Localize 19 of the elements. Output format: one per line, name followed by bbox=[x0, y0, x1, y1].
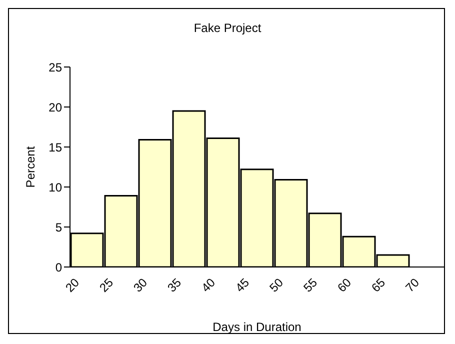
y-axis-title: Percent bbox=[23, 146, 38, 188]
x-tick-label: 50 bbox=[266, 275, 286, 295]
x-tick-label: 60 bbox=[334, 275, 354, 295]
x-tick-label: 30 bbox=[130, 275, 150, 295]
y-tick-label: 15 bbox=[48, 140, 62, 154]
x-tick-label: 40 bbox=[198, 275, 218, 295]
y-tick-label: 10 bbox=[48, 180, 62, 194]
x-tick-label: 65 bbox=[368, 275, 388, 295]
y-tick-label: 5 bbox=[55, 220, 62, 234]
x-tick-label: 25 bbox=[96, 275, 116, 295]
x-axis-title: Days in Duration bbox=[212, 320, 302, 334]
x-tick-label: 45 bbox=[232, 275, 252, 295]
x-tick-label: 55 bbox=[300, 275, 320, 295]
x-tick-label: 35 bbox=[164, 275, 184, 295]
chart-title: Fake Project bbox=[192, 21, 262, 35]
y-tick-label: 25 bbox=[48, 60, 62, 74]
y-tick-label: 20 bbox=[48, 100, 62, 114]
y-tick-label: 0 bbox=[55, 260, 62, 274]
x-tick-label: 70 bbox=[402, 275, 422, 295]
